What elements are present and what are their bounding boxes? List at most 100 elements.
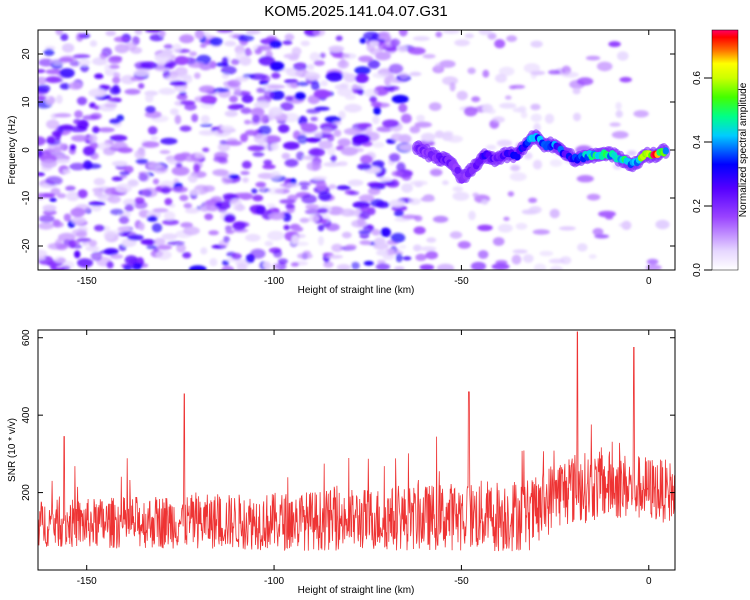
- noise-blob: [348, 191, 360, 196]
- noise-blob: [428, 102, 442, 111]
- noise-blob: [196, 54, 212, 65]
- noise-blob: [189, 265, 207, 270]
- noise-blob: [107, 97, 122, 103]
- noise-blob: [228, 33, 240, 39]
- noise-blob: [90, 251, 103, 261]
- noise-blob: [266, 187, 284, 195]
- noise-blob: [138, 222, 145, 231]
- colorbar-gradient: [711, 29, 739, 271]
- noise-blob: [124, 204, 134, 212]
- noise-blob: [617, 51, 629, 61]
- noise-blob: [180, 100, 196, 106]
- noise-blob: [68, 240, 80, 246]
- noise-blob: [228, 174, 240, 179]
- noise-blob: [300, 40, 310, 47]
- noise-blob: [271, 142, 279, 151]
- noise-blob: [290, 262, 299, 267]
- noise-blob: [241, 94, 254, 104]
- noise-blob: [655, 219, 670, 230]
- noise-blob: [127, 234, 144, 241]
- snr-series-line: [38, 331, 675, 552]
- noise-blob: [153, 237, 166, 246]
- noise-blob: [58, 232, 76, 242]
- noise-blob: [120, 74, 136, 85]
- noise-blob: [382, 119, 400, 128]
- noise-blob: [585, 55, 601, 61]
- noise-blob: [492, 116, 505, 123]
- noise-blob: [367, 187, 381, 196]
- y-tick-label: 0: [21, 147, 32, 153]
- noise-blob: [442, 76, 458, 86]
- x-tick-label: -100: [264, 276, 284, 287]
- noise-blob: [89, 142, 99, 150]
- noise-blob: [135, 30, 143, 36]
- noise-blob: [179, 125, 192, 132]
- noise-blob: [530, 113, 542, 123]
- noise-blob: [109, 134, 128, 142]
- noise-blob: [200, 206, 209, 212]
- y-tick-label: 400: [21, 406, 32, 423]
- noise-blob: [179, 90, 187, 96]
- noise-blob: [194, 72, 201, 79]
- noise-blob: [112, 76, 121, 84]
- noise-blob: [52, 219, 61, 227]
- noise-blob: [468, 210, 476, 221]
- noise-blob: [59, 83, 71, 90]
- noise-blob: [481, 103, 493, 113]
- noise-blob: [401, 214, 419, 220]
- noise-blob: [131, 262, 143, 270]
- noise-blob: [377, 259, 386, 265]
- noise-blob: [263, 159, 273, 166]
- noise-blob: [157, 244, 173, 250]
- noise-blob: [150, 136, 159, 141]
- noise-blob: [200, 43, 207, 48]
- noise-blob: [61, 43, 75, 53]
- snr-ylabel: SNR (10 * v/v): [7, 418, 18, 482]
- noise-blob: [182, 252, 192, 259]
- noise-blob: [528, 197, 538, 203]
- noise-blob: [284, 183, 300, 188]
- noise-blob: [341, 231, 352, 239]
- noise-blob: [409, 71, 422, 77]
- noise-blob: [402, 256, 412, 261]
- noise-blob: [436, 263, 455, 270]
- noise-blob: [241, 160, 252, 169]
- noise-blob: [71, 134, 89, 142]
- noise-blob: [442, 180, 449, 186]
- noise-blob: [134, 149, 146, 160]
- noise-blob: [123, 198, 137, 207]
- noise-blob: [71, 216, 87, 225]
- noise-blob: [200, 123, 213, 128]
- noise-blob: [209, 37, 223, 46]
- noise-blob: [154, 52, 172, 63]
- noise-blob: [92, 126, 100, 134]
- noise-blob: [88, 239, 98, 247]
- noise-blob: [454, 39, 470, 47]
- noise-blob: [184, 103, 197, 111]
- noise-blob: [331, 243, 343, 253]
- noise-blob: [54, 113, 72, 118]
- noise-blob: [74, 250, 81, 259]
- noise-blob: [370, 101, 382, 108]
- noise-blob: [336, 264, 351, 270]
- noise-blob: [262, 261, 271, 269]
- noise-blob: [110, 254, 124, 260]
- noise-blob: [340, 208, 356, 217]
- noise-blob: [299, 122, 310, 128]
- noise-blob: [409, 125, 421, 134]
- noise-blob: [106, 261, 114, 269]
- noise-blob: [191, 113, 199, 123]
- noise-blob: [333, 129, 342, 137]
- noise-blob: [43, 48, 55, 57]
- noise-blob: [464, 106, 478, 117]
- x-tick-label: -150: [77, 276, 97, 287]
- noise-blob: [114, 43, 130, 54]
- noise-blob: [318, 191, 332, 201]
- noise-blob: [340, 146, 359, 156]
- noise-blob: [244, 129, 257, 136]
- noise-blob: [189, 51, 198, 57]
- colorbar-tick-label: 0.6: [692, 71, 703, 85]
- noise-blob: [253, 101, 271, 109]
- noise-blob: [317, 224, 325, 232]
- noise-blob: [134, 201, 148, 209]
